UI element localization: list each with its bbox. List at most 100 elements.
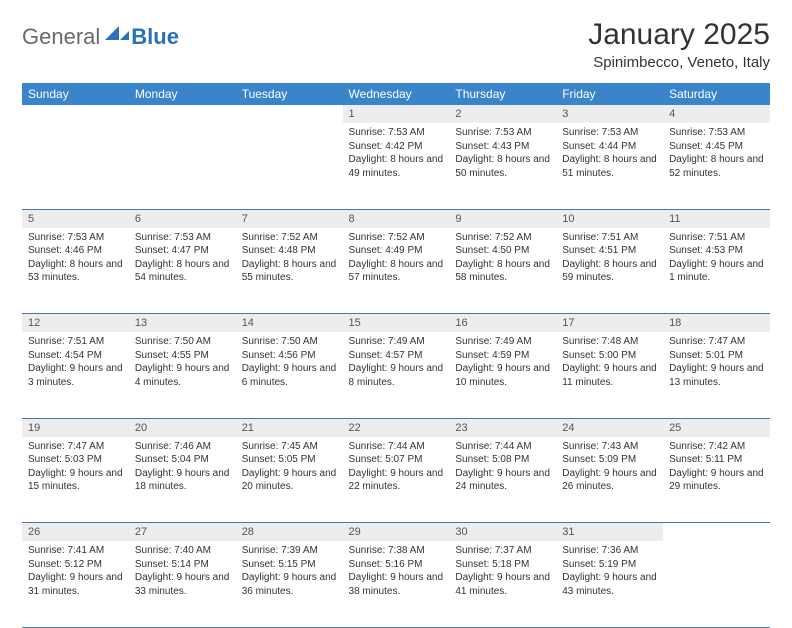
sunrise-line: Sunrise: 7:51 AM <box>669 231 764 245</box>
sunset-line: Sunset: 5:01 PM <box>669 349 764 363</box>
day-number-cell <box>236 105 343 123</box>
sunrise-line: Sunrise: 7:53 AM <box>562 126 657 140</box>
weekday-header: Tuesday <box>236 83 343 105</box>
daylight-line: Daylight: 8 hours and 53 minutes. <box>28 258 123 285</box>
day-number-cell <box>129 105 236 123</box>
day-info: Sunrise: 7:49 AMSunset: 4:57 PMDaylight:… <box>343 332 450 394</box>
logo: General Blue <box>22 18 179 50</box>
sunrise-line: Sunrise: 7:49 AM <box>349 335 444 349</box>
sunrise-line: Sunrise: 7:50 AM <box>135 335 230 349</box>
day-info-cell: Sunrise: 7:52 AMSunset: 4:48 PMDaylight:… <box>236 228 343 314</box>
week-row: Sunrise: 7:51 AMSunset: 4:54 PMDaylight:… <box>22 332 770 418</box>
sunset-line: Sunset: 5:16 PM <box>349 558 444 572</box>
sunset-line: Sunset: 5:09 PM <box>562 453 657 467</box>
day-info: Sunrise: 7:47 AMSunset: 5:01 PMDaylight:… <box>663 332 770 394</box>
day-info: Sunrise: 7:42 AMSunset: 5:11 PMDaylight:… <box>663 437 770 499</box>
daynum-row: 1234 <box>22 105 770 123</box>
day-info: Sunrise: 7:40 AMSunset: 5:14 PMDaylight:… <box>129 541 236 603</box>
sunrise-line: Sunrise: 7:44 AM <box>455 440 550 454</box>
day-info: Sunrise: 7:53 AMSunset: 4:47 PMDaylight:… <box>129 228 236 290</box>
daylight-line: Daylight: 8 hours and 52 minutes. <box>669 153 764 180</box>
day-info: Sunrise: 7:44 AMSunset: 5:07 PMDaylight:… <box>343 437 450 499</box>
sunrise-line: Sunrise: 7:52 AM <box>349 231 444 245</box>
day-number-cell: 11 <box>663 209 770 228</box>
sunset-line: Sunset: 4:55 PM <box>135 349 230 363</box>
sunset-line: Sunset: 4:46 PM <box>28 244 123 258</box>
day-info: Sunrise: 7:53 AMSunset: 4:45 PMDaylight:… <box>663 123 770 185</box>
day-number-cell: 19 <box>22 418 129 437</box>
day-number-cell: 9 <box>449 209 556 228</box>
sunset-line: Sunset: 4:51 PM <box>562 244 657 258</box>
sunrise-line: Sunrise: 7:53 AM <box>669 126 764 140</box>
day-info: Sunrise: 7:53 AMSunset: 4:42 PMDaylight:… <box>343 123 450 185</box>
day-info: Sunrise: 7:50 AMSunset: 4:55 PMDaylight:… <box>129 332 236 394</box>
sunrise-line: Sunrise: 7:51 AM <box>562 231 657 245</box>
day-info: Sunrise: 7:53 AMSunset: 4:43 PMDaylight:… <box>449 123 556 185</box>
day-info-cell: Sunrise: 7:45 AMSunset: 5:05 PMDaylight:… <box>236 437 343 523</box>
sunrise-line: Sunrise: 7:52 AM <box>455 231 550 245</box>
sunset-line: Sunset: 5:18 PM <box>455 558 550 572</box>
day-info-cell: Sunrise: 7:44 AMSunset: 5:07 PMDaylight:… <box>343 437 450 523</box>
daylight-line: Daylight: 9 hours and 11 minutes. <box>562 362 657 389</box>
day-number-cell: 28 <box>236 523 343 542</box>
day-info-cell: Sunrise: 7:53 AMSunset: 4:43 PMDaylight:… <box>449 123 556 209</box>
daylight-line: Daylight: 9 hours and 36 minutes. <box>242 571 337 598</box>
sunrise-line: Sunrise: 7:41 AM <box>28 544 123 558</box>
day-info: Sunrise: 7:39 AMSunset: 5:15 PMDaylight:… <box>236 541 343 603</box>
weekday-header: Monday <box>129 83 236 105</box>
sunrise-line: Sunrise: 7:52 AM <box>242 231 337 245</box>
calendar-table: SundayMondayTuesdayWednesdayThursdayFrid… <box>22 83 770 628</box>
daylight-line: Daylight: 8 hours and 54 minutes. <box>135 258 230 285</box>
sunrise-line: Sunrise: 7:40 AM <box>135 544 230 558</box>
sunset-line: Sunset: 5:14 PM <box>135 558 230 572</box>
day-info-cell: Sunrise: 7:37 AMSunset: 5:18 PMDaylight:… <box>449 541 556 627</box>
day-info: Sunrise: 7:46 AMSunset: 5:04 PMDaylight:… <box>129 437 236 499</box>
sunrise-line: Sunrise: 7:53 AM <box>135 231 230 245</box>
sunset-line: Sunset: 5:12 PM <box>28 558 123 572</box>
day-number-cell: 3 <box>556 105 663 123</box>
day-info: Sunrise: 7:53 AMSunset: 4:44 PMDaylight:… <box>556 123 663 185</box>
sunset-line: Sunset: 4:45 PM <box>669 140 764 154</box>
day-info-cell: Sunrise: 7:53 AMSunset: 4:44 PMDaylight:… <box>556 123 663 209</box>
week-row: Sunrise: 7:41 AMSunset: 5:12 PM Daylight:… <box>22 541 770 627</box>
day-info-cell: Sunrise: 7:47 AMSunset: 5:03 PMDaylight:… <box>22 437 129 523</box>
day-info-cell: Sunrise: 7:44 AMSunset: 5:08 PMDaylight:… <box>449 437 556 523</box>
sunset-line: Sunset: 4:50 PM <box>455 244 550 258</box>
sunset-line: Sunset: 5:07 PM <box>349 453 444 467</box>
sunrise-line: Sunrise: 7:38 AM <box>349 544 444 558</box>
day-info-cell: Sunrise: 7:53 AMSunset: 4:42 PMDaylight:… <box>343 123 450 209</box>
day-number-cell <box>663 523 770 542</box>
day-number-cell: 5 <box>22 209 129 228</box>
day-number-cell: 10 <box>556 209 663 228</box>
logo-icon <box>105 26 129 49</box>
day-info-cell: Sunrise: 7:47 AMSunset: 5:01 PMDaylight:… <box>663 332 770 418</box>
daynum-row: 567891011 <box>22 209 770 228</box>
day-info: Sunrise: 7:51 AMSunset: 4:51 PMDaylight:… <box>556 228 663 290</box>
day-info: Sunrise: 7:43 AMSunset: 5:09 PMDaylight:… <box>556 437 663 499</box>
sunset-line: Sunset: 5:03 PM <box>28 453 123 467</box>
daylight-line: Daylight: 9 hours and 6 minutes. <box>242 362 337 389</box>
sunset-line: Sunset: 4:54 PM <box>28 349 123 363</box>
day-number-cell: 13 <box>129 314 236 333</box>
week-row: Sunrise: 7:47 AMSunset: 5:03 PMDaylight:… <box>22 437 770 523</box>
day-info-cell <box>129 123 236 209</box>
sunrise-line: Sunrise: 7:49 AM <box>455 335 550 349</box>
daynum-row: 19202122232425 <box>22 418 770 437</box>
daylight-line: Daylight: 9 hours and 20 minutes. <box>242 467 337 494</box>
daylight-line: Daylight: 9 hours and 3 minutes. <box>28 362 123 389</box>
daylight-line: Daylight: 9 hours and 13 minutes. <box>669 362 764 389</box>
day-info-cell: Sunrise: 7:41 AMSunset: 5:12 PMDaylight:… <box>22 541 129 627</box>
sunset-line: Sunset: 4:56 PM <box>242 349 337 363</box>
daylight-line: Daylight: 8 hours and 59 minutes. <box>562 258 657 285</box>
day-info-cell <box>663 541 770 627</box>
day-info-cell: Sunrise: 7:52 AMSunset: 4:49 PMDaylight:… <box>343 228 450 314</box>
day-number-cell: 4 <box>663 105 770 123</box>
day-info-cell: Sunrise: 7:40 AMSunset: 5:14 PMDaylight:… <box>129 541 236 627</box>
day-number-cell: 22 <box>343 418 450 437</box>
day-info-cell: Sunrise: 7:51 AMSunset: 4:54 PMDaylight:… <box>22 332 129 418</box>
sunset-line: Sunset: 4:49 PM <box>349 244 444 258</box>
day-info: Sunrise: 7:48 AMSunset: 5:00 PMDaylight:… <box>556 332 663 394</box>
daynum-row: 262728293031 <box>22 523 770 542</box>
day-info-cell: Sunrise: 7:53 AMSunset: 4:47 PMDaylight:… <box>129 228 236 314</box>
day-info: Sunrise: 7:53 AMSunset: 4:46 PMDaylight:… <box>22 228 129 290</box>
